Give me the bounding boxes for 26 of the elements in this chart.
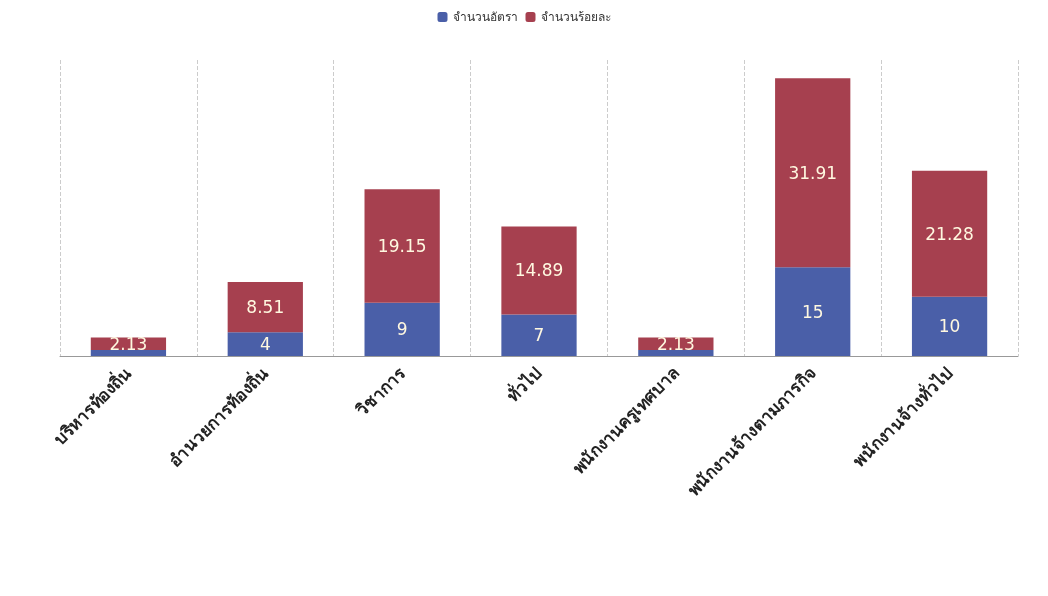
data-label: 2.13 <box>656 333 695 354</box>
bar <box>364 189 440 303</box>
legend-label: จำนวนร้อยละ <box>540 10 611 24</box>
bar <box>364 302 440 356</box>
bar <box>911 296 988 356</box>
data-label: 31.91 <box>788 162 838 183</box>
bar <box>90 350 167 356</box>
data-label: 2.13 <box>109 333 148 354</box>
bar <box>227 332 303 356</box>
bar <box>911 170 988 297</box>
legend-label: จำนวนอัตรา <box>452 10 518 24</box>
bar <box>775 78 851 268</box>
data-label: 9 <box>396 319 408 340</box>
data-label: 8.51 <box>246 297 285 318</box>
data-label: 4 <box>259 334 271 355</box>
bar <box>227 281 303 333</box>
bar <box>501 314 577 356</box>
bar <box>775 267 851 356</box>
bar <box>501 226 577 315</box>
data-label: 14.89 <box>514 260 564 281</box>
data-label: 19.15 <box>377 236 427 257</box>
data-label: 15 <box>801 301 824 322</box>
data-label: 10 <box>938 316 961 337</box>
data-label: 21.28 <box>925 223 974 244</box>
data-label: 7 <box>533 325 545 346</box>
bar <box>638 350 714 356</box>
